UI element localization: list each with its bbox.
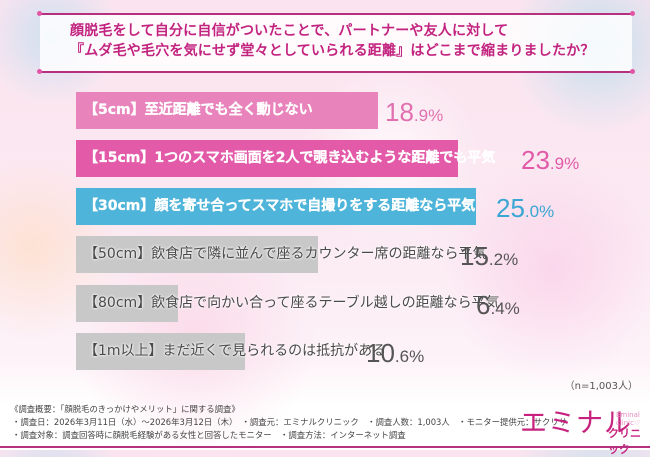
bar-label: 【1m以上】まだ近くで見られるのは抵抗がある [84,343,387,359]
logo-main-text: エミナル [520,408,632,439]
bar-50cm [76,236,318,273]
footer-rule [0,446,650,448]
logo-english-text: Eminal clinic♡ [616,411,641,427]
bar-label: 【30cm】顔を寄せ合ってスマホで自撮りをする距離なら平気 [84,198,476,214]
bar-value: 6.4% [476,290,520,320]
header-bottom-rule [40,71,632,73]
rule-dot [37,11,42,16]
question-title: 顔脱毛をして自分に自信がついたことで、パートナーや友人に対して 『ムダ毛や毛穴を… [70,21,630,61]
sample-size: （n=1,003人） [564,381,638,392]
bar-value: 10.6% [366,338,425,368]
survey-title: 《調査概要：「顔脱毛のきっかけやメリット」に関する調査》 [10,404,240,414]
rule-dot [630,69,635,74]
question-line-2: 『ムダ毛や毛穴を気にせず堂々としていられる距離』はどこまで縮まりましたか？ [70,43,595,59]
bar-label: 【50cm】飲食店で隣に並んで座るカウンター席の距離なら平気 [84,246,487,262]
logo-sub-text: クリニック [608,427,641,456]
eminal-clinic-logo: エミナル Eminal clinic♡ クリニック [520,408,645,456]
question-line-1: 顔脱毛をして自分に自信がついたことで、パートナーや友人に対して [70,23,509,39]
bar-label: 【5cm】至近距離でも全く動じない [84,102,313,118]
bar-value: 15.2% [460,241,519,271]
bar-80cm [76,285,178,322]
rule-dot [630,11,635,16]
bar-label: 【15cm】1つのスマホ画面を2人で覗き込むような距離でも平気 [84,150,496,166]
question-box [40,13,632,71]
bar-value: 25.0% [496,193,555,223]
bar-5cm [76,92,378,129]
survey-line-1: ・調査日：2026年3月11日（水）～2026年3月12日（木） ・調査元：エミ… [12,417,567,427]
header-top-rule [40,13,632,15]
bar-value: 23.9% [521,145,580,175]
bar-30cm [76,188,476,225]
bar-label: 【80cm】飲食店で向かい合って座るテーブル越しの距離なら平気 [84,295,500,311]
bar-1m [76,333,245,370]
bar-15cm [76,140,458,177]
rule-dot [37,69,42,74]
survey-line-2: ・調査対象：調査回答時に顔脱毛経験がある女性と回答したモニター ・調査方法：イン… [12,430,406,440]
survey-summary: 《調査概要：「顔脱毛のきっかけやメリット」に関する調査》 ・調査日：2026年3… [10,403,610,442]
bar-value: 18.9% [385,97,444,127]
